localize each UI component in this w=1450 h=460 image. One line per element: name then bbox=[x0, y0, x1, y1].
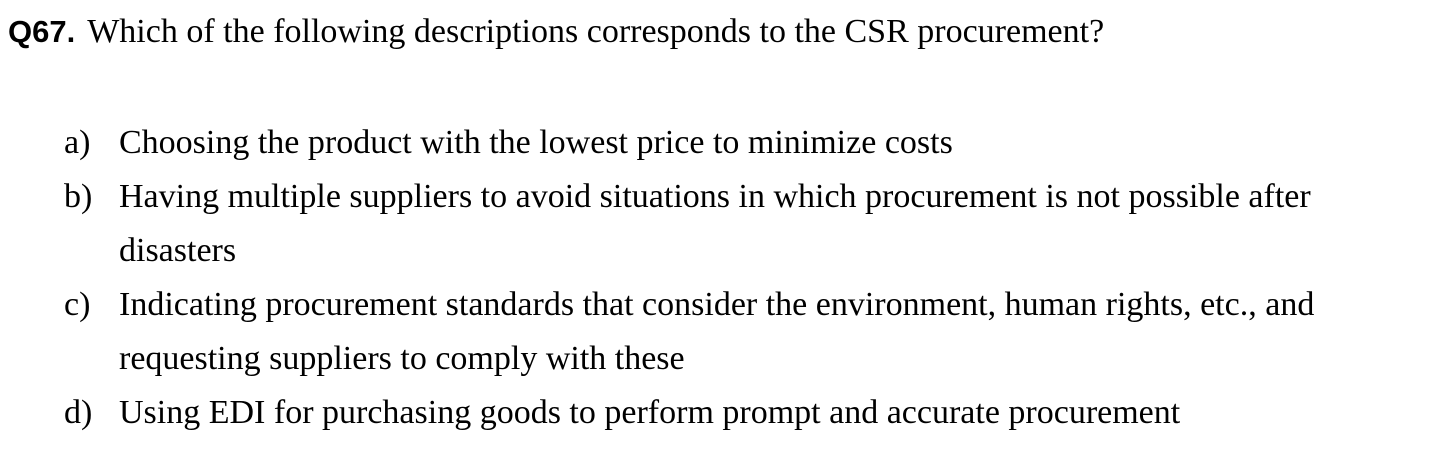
option-letter: b) bbox=[64, 178, 93, 215]
option-letter: a) bbox=[64, 124, 91, 161]
option-letter: c) bbox=[64, 286, 91, 323]
option-text: Indicating procurement standards that co… bbox=[119, 286, 1315, 377]
answer-option-c: c) Indicating procurement standards that… bbox=[64, 278, 1404, 386]
question-heading: Q67. Which of the following descriptions … bbox=[8, 12, 1104, 58]
option-text: Using EDI for purchasing goods to perfor… bbox=[119, 394, 1181, 431]
answer-options-list: a) Choosing the product with the lowest … bbox=[64, 116, 1404, 440]
answer-option-b: b) Having multiple suppliers to avoid si… bbox=[64, 170, 1404, 278]
question-text: Which of the following descriptions corr… bbox=[87, 13, 1105, 50]
question-number: Q67. bbox=[8, 14, 76, 49]
answer-option-a: a) Choosing the product with the lowest … bbox=[64, 116, 1404, 170]
answer-option-d: d) Using EDI for purchasing goods to per… bbox=[64, 386, 1404, 440]
option-letter: d) bbox=[64, 394, 93, 431]
option-text: Choosing the product with the lowest pri… bbox=[119, 124, 953, 161]
option-text: Having multiple suppliers to avoid situa… bbox=[119, 178, 1311, 269]
